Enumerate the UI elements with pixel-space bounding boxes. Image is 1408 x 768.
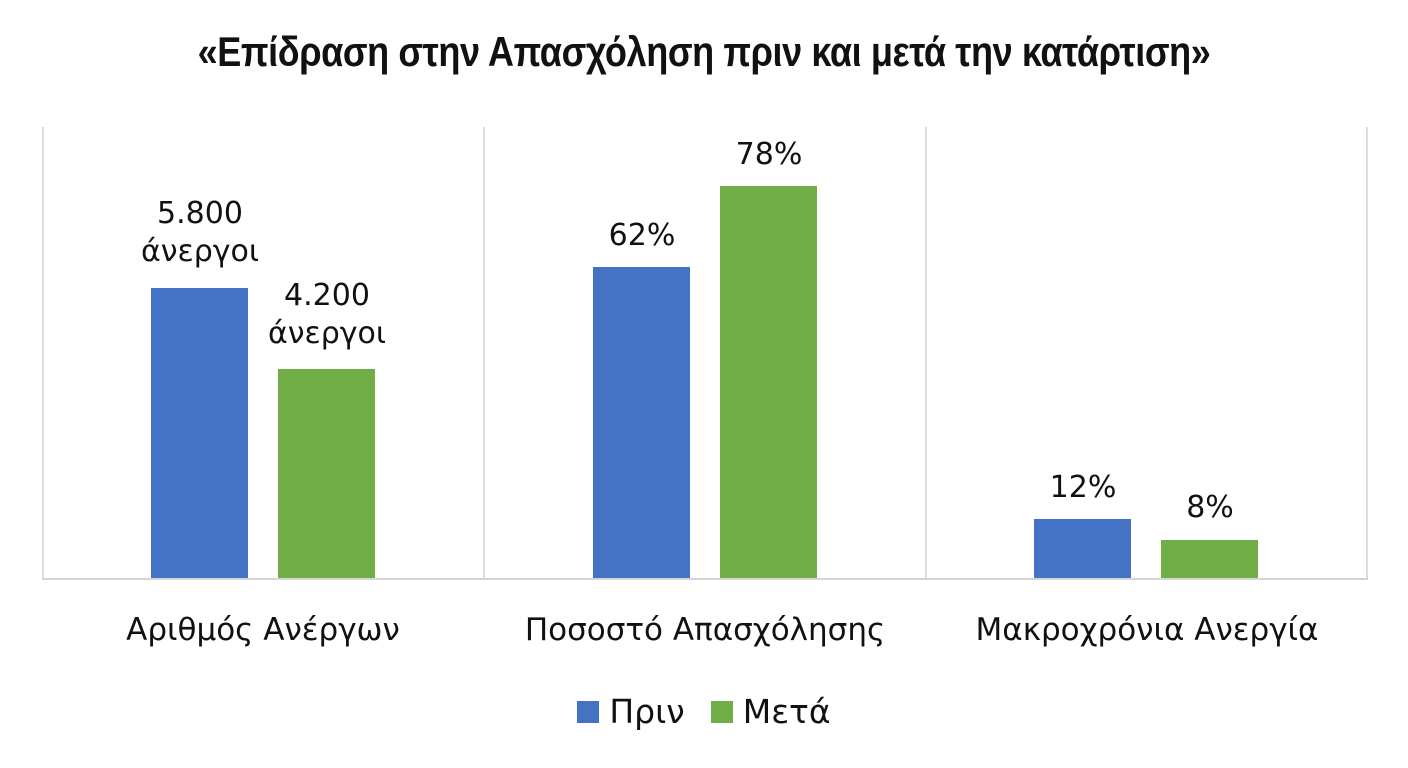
separator-line [925,127,927,580]
legend-label: Μετά [742,692,831,731]
legend-swatch-green-icon [710,700,733,723]
separator-line [483,127,485,580]
data-label-before-long-term-unemployment: 12% [1049,470,1117,505]
legend-item-after: Μετά [710,692,831,731]
legend-item-before: Πριν [577,692,685,731]
plot-area: 5.800 άνεργοι 4.200 άνεργοι 62% 78% 12% … [42,127,1368,580]
data-label-after-unemployed: 4.200 άνεργοι [227,277,427,353]
bar-before-employment-rate [593,267,690,578]
data-label-after-long-term-unemployment: 8% [1186,490,1234,525]
legend-label: Πριν [609,692,685,731]
bar-before-long-term-unemployment [1034,519,1131,578]
data-label-unit: άνεργοι [140,234,260,269]
data-label-unit: άνεργοι [267,316,387,351]
data-label-after-employment-rate: 78% [735,137,803,172]
legend: Πριν Μετά [0,692,1408,731]
category-label-unemployed: Αριθμός Ανέργων [126,612,400,648]
bar-after-employment-rate [720,186,817,578]
data-label-before-employment-rate: 62% [608,218,676,253]
bar-after-unemployed [278,369,375,578]
bar-after-long-term-unemployment [1161,540,1258,578]
legend-swatch-blue-icon [577,700,600,723]
data-label-value: 4.200 [284,278,370,313]
category-label-long-term-unemployment: Μακροχρόνια Ανεργία [975,612,1319,648]
category-label-employment-rate: Ποσοστό Απασχόλησης [524,612,886,648]
x-axis-line [42,578,1368,580]
bar-before-unemployed [151,288,248,578]
chart-title: «Επίδραση στην Απασχόληση πριν και μετά … [197,28,1211,75]
data-label-before-unemployed: 5.800 άνεργοι [100,195,300,271]
data-label-value: 5.800 [157,196,243,231]
separator-line [42,127,44,580]
separator-line [1366,127,1368,580]
